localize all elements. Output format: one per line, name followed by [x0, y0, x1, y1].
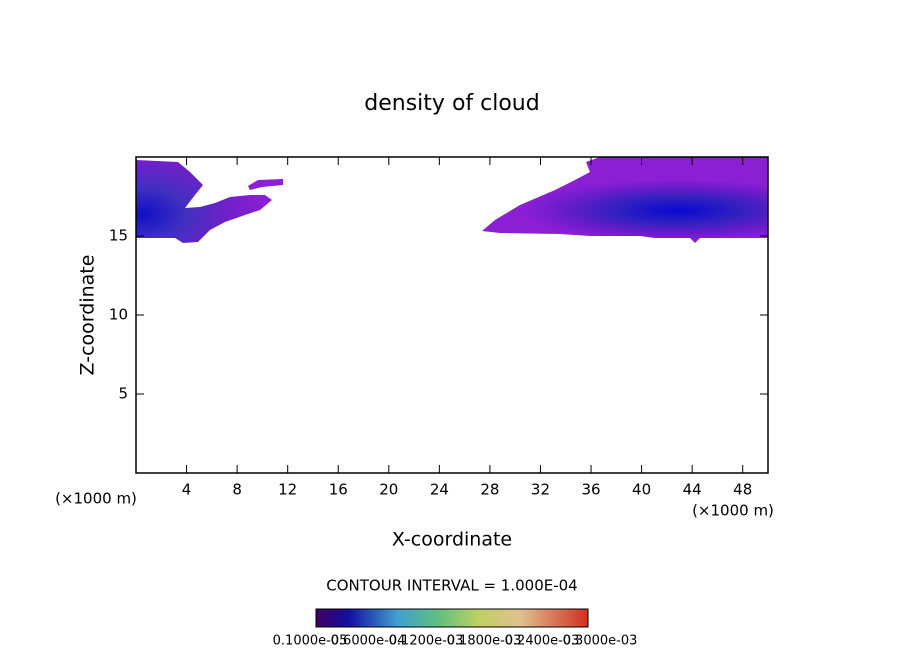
cloud-left — [136, 160, 272, 243]
cloud-right — [482, 157, 768, 243]
x-tick-label: 8 — [232, 481, 242, 499]
cloud-field — [136, 157, 768, 243]
y-tick-label: 10 — [109, 306, 128, 324]
x-tick-label: 24 — [430, 481, 449, 499]
y-tick-label: 5 — [118, 385, 128, 403]
colorbar-label: 0.1200e-03 — [389, 634, 464, 649]
x-axis-label: X-coordinate — [392, 529, 512, 551]
x-tick-label: 40 — [632, 481, 651, 499]
contour-interval: CONTOUR INTERVAL = 1.000E-04 — [326, 577, 577, 595]
y-unit: (×1000 m) — [55, 490, 137, 508]
x-tick-label: 12 — [278, 481, 297, 499]
colorbar-label: 0.1800e-03 — [447, 634, 522, 649]
x-tick-label: 44 — [683, 481, 702, 499]
x-unit: (×1000 m) — [692, 502, 774, 520]
colorbar-label: 0.2400e-03 — [505, 634, 580, 649]
colorbar-label: 0.6000e-04 — [331, 634, 406, 649]
x-tick-label: 4 — [182, 481, 192, 499]
colorbar — [315, 608, 589, 628]
y-axis-label: Z-coordinate — [77, 255, 99, 376]
x-tick-label: 36 — [581, 481, 600, 499]
y-tick-label: 15 — [109, 227, 128, 245]
chart-title: density of cloud — [364, 91, 539, 116]
cloud-left-small — [248, 179, 283, 190]
colorbar-label: 0.3000e-03 — [563, 634, 638, 649]
x-tick-label: 32 — [531, 481, 550, 499]
colorbar-label: 0.1000e-05 — [273, 634, 348, 649]
x-tick-label: 20 — [379, 481, 398, 499]
x-tick-label: 16 — [329, 481, 348, 499]
x-tick-label: 48 — [733, 481, 752, 499]
x-tick-label: 28 — [480, 481, 499, 499]
